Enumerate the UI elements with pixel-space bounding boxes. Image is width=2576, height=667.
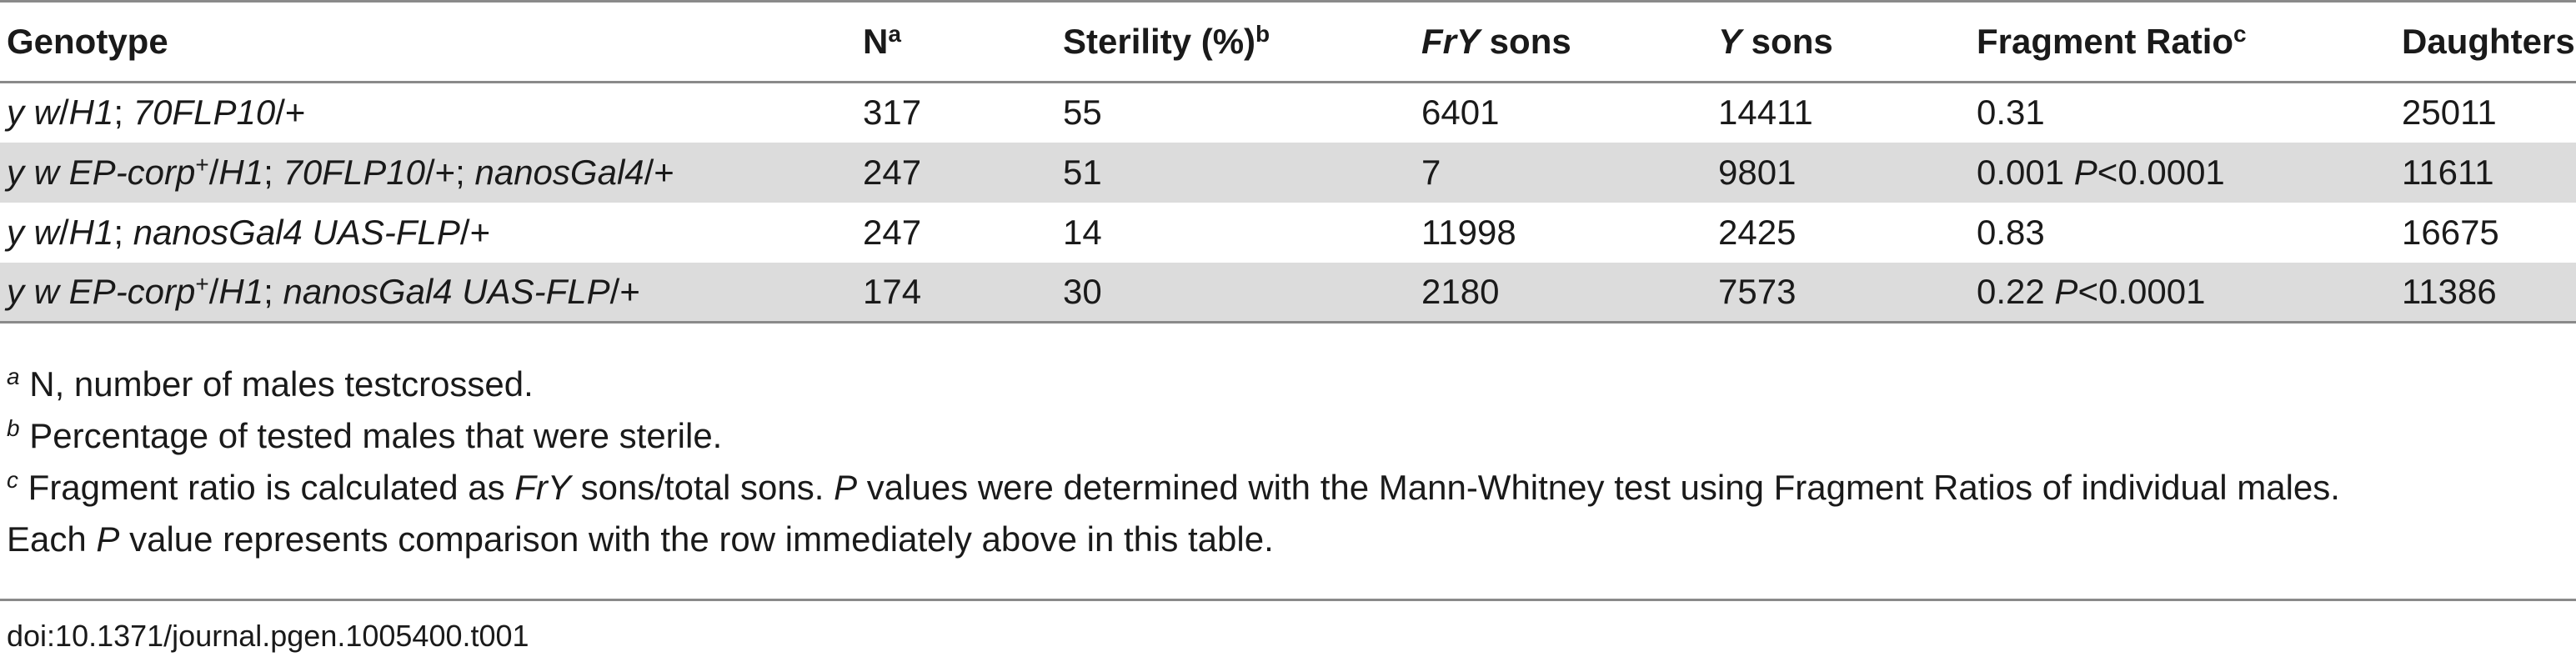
header-sterility: Sterility (%)b [1063, 21, 1270, 61]
header-fragment-ratio: Fragment Ratioc [1977, 21, 2247, 61]
cell-sterility: 14 [1063, 212, 1102, 252]
footnote-b: b Percentage of tested males that were s… [7, 415, 723, 455]
footnote-c: c Fragment ratio is calculated as FrY so… [7, 467, 2340, 507]
cell-fragment-ratio: 0.001 P<0.0001 [1977, 152, 2225, 192]
cell-daughters: 11611 [2402, 152, 2494, 192]
table-row: y w/H1; 70FLP10/+ 317 55 6401 14411 0.31… [0, 83, 2576, 143]
table-body: y w/H1; 70FLP10/+ 317 55 6401 14411 0.31… [0, 83, 2576, 323]
header-genotype: Genotype [7, 22, 168, 61]
footnote-a: a N, number of males testcrossed. [7, 364, 534, 404]
cell-n: 247 [863, 212, 922, 252]
footer-divider [0, 599, 2576, 601]
cell-sterility: 51 [1063, 152, 1102, 192]
footnote-c-continued: Each P value represents comparison with … [7, 519, 1274, 559]
cell-n: 174 [863, 271, 922, 311]
table-row: y w EP-corp+/H1; nanosGal4 UAS-FLP/+ 174… [0, 262, 2576, 323]
header-daughters: Daughters [2402, 22, 2575, 61]
cell-genotype: y w/H1; nanosGal4 UAS-FLP/+ [7, 212, 491, 252]
cell-daughters: 16675 [2402, 212, 2499, 252]
cell-y-sons: 2425 [1718, 212, 1797, 252]
cell-y-sons: 7573 [1718, 271, 1797, 311]
cell-fry-sons: 7 [1421, 152, 1441, 192]
cell-n: 247 [863, 152, 922, 192]
header-row: Genotype Na Sterility (%)b FrY sons Y so… [0, 1, 2576, 83]
cell-genotype: y w EP-corp+/H1; nanosGal4 UAS-FLP/+ [7, 270, 640, 311]
header-fry-sons: FrY sons [1421, 22, 1571, 61]
results-table: Genotype Na Sterility (%)b FrY sons Y so… [0, 0, 2576, 323]
doi-label: doi:10.1371/journal.pgen.1005400.t001 [7, 619, 529, 653]
table-footnotes: a N, number of males testcrossed. b Perc… [7, 359, 2566, 565]
cell-sterility: 55 [1063, 93, 1102, 133]
cell-fry-sons: 6401 [1421, 93, 1500, 133]
footnote-mark-c: c [2233, 21, 2247, 47]
footnote-mark-b: b [1255, 21, 1270, 47]
cell-fry-sons: 2180 [1421, 271, 1500, 311]
cell-daughters: 11386 [2402, 271, 2497, 311]
cell-fragment-ratio: 0.31 [1977, 93, 2045, 133]
table-header: Genotype Na Sterility (%)b FrY sons Y so… [0, 1, 2576, 83]
cell-genotype: y w/H1; 70FLP10/+ [7, 93, 306, 133]
cell-fragment-ratio: 0.22 P<0.0001 [1977, 271, 2206, 311]
table-row: y w EP-corp+/H1; 70FLP10/+; nanosGal4/+ … [0, 142, 2576, 203]
data-table-container: Genotype Na Sterility (%)b FrY sons Y so… [0, 0, 2576, 323]
cell-y-sons: 14411 [1718, 93, 1813, 133]
cell-y-sons: 9801 [1718, 152, 1797, 192]
cell-fry-sons: 11998 [1421, 212, 1516, 252]
table-row: y w/H1; nanosGal4 UAS-FLP/+ 247 14 11998… [0, 203, 2576, 263]
cell-daughters: 25011 [2402, 93, 2497, 133]
cell-n: 317 [863, 93, 922, 133]
cell-fragment-ratio: 0.83 [1977, 212, 2045, 252]
header-n: Na [863, 21, 901, 61]
footnote-mark-a: a [888, 21, 901, 47]
header-y-sons: Y sons [1718, 22, 1833, 61]
cell-sterility: 30 [1063, 271, 1102, 311]
cell-genotype: y w EP-corp+/H1; 70FLP10/+; nanosGal4/+ [7, 151, 674, 192]
